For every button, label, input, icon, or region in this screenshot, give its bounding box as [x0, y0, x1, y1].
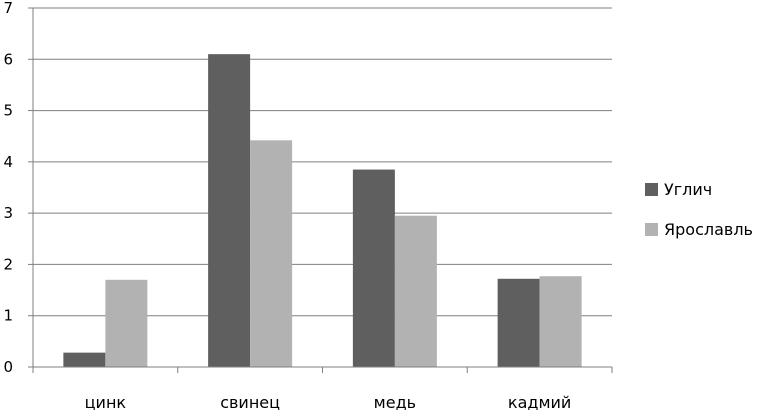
- axes: [28, 7, 613, 373]
- x-category-label: кадмий: [508, 393, 571, 410]
- y-tick-label: 0: [3, 358, 13, 376]
- bar-Углич-свинец: [208, 54, 251, 368]
- bar-Углич-медь: [352, 169, 395, 367]
- y-tick-label: 3: [3, 204, 13, 222]
- bar-Углич-цинк: [63, 352, 106, 367]
- legend-label: Ярославль: [664, 220, 753, 239]
- legend-swatch-Углич: [645, 183, 658, 196]
- gridlines: [33, 7, 612, 317]
- legend-swatch-Ярославль: [645, 223, 658, 236]
- bar-Ярославль-медь: [394, 215, 437, 367]
- y-tick-label: 7: [3, 0, 13, 17]
- legend-label: Углич: [664, 180, 712, 199]
- bar-Ярославль-цинк: [105, 279, 148, 367]
- y-tick-label: 4: [3, 153, 13, 171]
- y-tick-label: 1: [3, 307, 13, 325]
- bar-Ярославль-свинец: [250, 140, 293, 367]
- y-tick-label: 6: [3, 50, 13, 68]
- x-category-label: медь: [374, 393, 416, 410]
- y-tick-labels: 0 1 2 3 4 5 6 7: [3, 0, 13, 376]
- legend: Углич Ярославль: [645, 180, 753, 239]
- bar-Ярославль-кадмий: [539, 276, 582, 367]
- x-category-labels: цинк свинец медь кадмий: [85, 393, 572, 410]
- y-tick-label: 2: [3, 255, 13, 273]
- bars: [63, 54, 582, 368]
- x-category-label: свинец: [220, 393, 280, 410]
- y-tick-label: 5: [3, 102, 13, 120]
- x-category-label: цинк: [85, 393, 127, 410]
- bar-Углич-кадмий: [497, 278, 540, 367]
